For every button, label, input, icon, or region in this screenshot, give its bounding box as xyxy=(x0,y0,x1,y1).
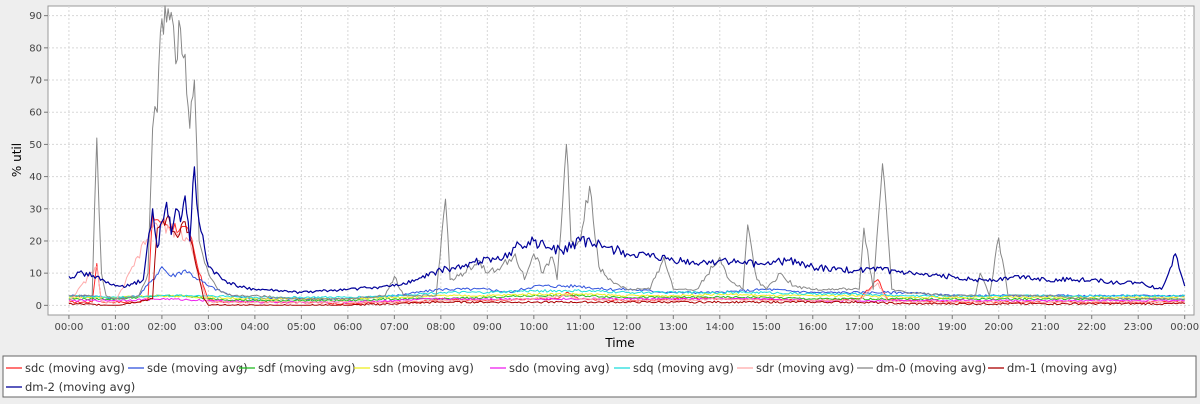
x-tick-label: 21:00 xyxy=(1031,322,1060,333)
x-tick-label: 19:00 xyxy=(938,322,967,333)
series-line-sdf xyxy=(68,294,1185,302)
x-tick-label: 04:00 xyxy=(240,322,269,333)
series-lines xyxy=(68,5,1186,306)
y-axis: 0 10 20 30 40 50 60 70 80 90 xyxy=(29,11,48,312)
x-tick-label: 10:00 xyxy=(519,322,548,333)
x-tick-label: 08:00 xyxy=(426,322,455,333)
x-tick-label: 00:00 xyxy=(1170,322,1199,333)
y-tick-label: 20 xyxy=(29,236,42,247)
series-line-sdq xyxy=(68,289,1185,299)
x-tick-label: 12:00 xyxy=(612,322,641,333)
x-tick-label: 15:00 xyxy=(752,322,781,333)
series-line-sdn xyxy=(68,292,1185,301)
x-tick-label: 16:00 xyxy=(798,322,827,333)
y-tick-label: 30 xyxy=(29,204,42,215)
y-tick-label: 40 xyxy=(29,172,42,183)
grid xyxy=(48,6,1194,315)
x-tick-label: 18:00 xyxy=(891,322,920,333)
x-tick-label: 01:00 xyxy=(101,322,130,333)
legend-label: sdf (moving avg) xyxy=(258,361,356,375)
x-tick-label: 05:00 xyxy=(287,322,316,333)
x-tick-label: 11:00 xyxy=(566,322,595,333)
x-tick-label: 22:00 xyxy=(1077,322,1106,333)
legend-label: dm-0 (moving avg) xyxy=(876,361,986,375)
y-tick-label: 50 xyxy=(29,140,42,151)
y-tick-label: 10 xyxy=(29,269,42,280)
x-tick-label: 06:00 xyxy=(333,322,362,333)
y-tick-label: 70 xyxy=(29,76,42,87)
legend-label: sdr (moving avg) xyxy=(756,361,854,375)
series-line-dm-0 xyxy=(68,5,1185,301)
legend-label: sdn (moving avg) xyxy=(373,361,474,375)
x-tick-label: 17:00 xyxy=(845,322,874,333)
x-tick-label: 23:00 xyxy=(1124,322,1153,333)
x-tick-label: 07:00 xyxy=(380,322,409,333)
y-tick-label: 90 xyxy=(29,11,42,22)
legend-label: sdq (moving avg) xyxy=(633,361,734,375)
x-tick-label: 02:00 xyxy=(147,322,176,333)
plot-area xyxy=(47,5,1195,316)
series-line-dm-2 xyxy=(68,166,1186,294)
x-tick-label: 00:00 xyxy=(55,322,84,333)
legend-label: dm-2 (moving avg) xyxy=(25,380,135,394)
x-tick-label: 03:00 xyxy=(194,322,223,333)
legend-box xyxy=(2,355,1197,398)
series-line-dm-1 xyxy=(68,214,1185,306)
x-tick-label: 20:00 xyxy=(984,322,1013,333)
legend-label: sdc (moving avg) xyxy=(25,361,125,375)
legend: sdc (moving avg) sde (moving avg) sdf (mov… xyxy=(6,361,1117,394)
x-axis: 00:00 01:00 02:00 03:00 04:00 05:00 06:00 07:00… xyxy=(55,315,1199,333)
legend-label: sdo (moving avg) xyxy=(509,361,610,375)
x-tick-label: 14:00 xyxy=(705,322,734,333)
series-line-sdr xyxy=(68,218,1185,304)
y-tick-label: 60 xyxy=(29,108,42,119)
legend-label: sde (moving avg) xyxy=(147,361,248,375)
x-tick-label: 09:00 xyxy=(473,322,502,333)
y-tick-label: 80 xyxy=(29,43,42,54)
x-axis-title: Time xyxy=(604,336,634,350)
x-tick-label: 13:00 xyxy=(659,322,688,333)
legend-label: dm-1 (moving avg) xyxy=(1007,361,1117,375)
y-axis-title: % util xyxy=(10,143,24,177)
y-tick-label: 0 xyxy=(36,301,42,312)
